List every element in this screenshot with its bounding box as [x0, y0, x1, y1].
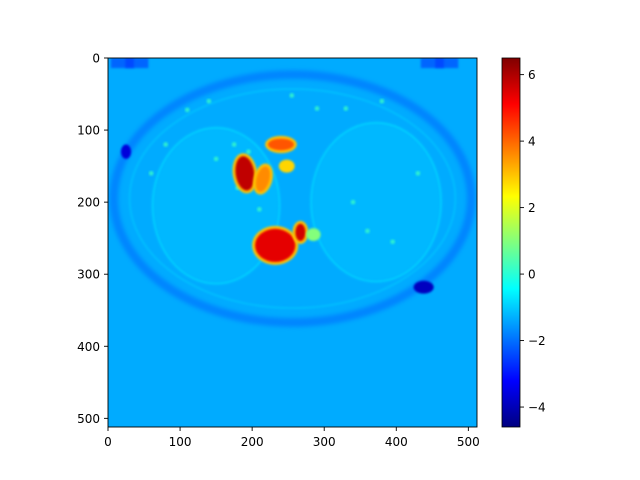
speck-4	[343, 106, 349, 111]
x-tick-label-500: 500	[457, 435, 480, 449]
axes-frame	[107, 57, 478, 428]
speck-3	[314, 106, 320, 111]
body-outline	[109, 70, 476, 327]
speck-9	[257, 207, 262, 212]
dark-spot-1	[413, 280, 434, 294]
top-speckle-1	[435, 58, 459, 69]
colorbar-tick-label-4: 4	[528, 135, 536, 149]
colorbar-tick-label--4: −4	[528, 401, 546, 415]
speck-16	[415, 171, 421, 176]
y-axis: 0 100 200 300 400 500	[77, 52, 108, 426]
colorbar-tick-label-6: 6	[528, 68, 536, 82]
speck-12	[365, 228, 370, 234]
colorbar-tick-label--2: −2	[528, 334, 546, 348]
speck-0	[184, 107, 190, 113]
heatmap-features	[109, 58, 476, 327]
x-tick-label-300: 300	[313, 435, 336, 449]
y-tick-label-0: 0	[92, 52, 100, 66]
speck-1	[206, 98, 212, 104]
colorbar-tick-label-0: 0	[528, 268, 536, 282]
speck-13	[390, 239, 395, 245]
speck-14	[148, 171, 154, 176]
x-tick-label-200: 200	[241, 435, 264, 449]
colorbar-axis: −4 −2 0 2 4 6	[520, 68, 546, 415]
speck-8	[213, 156, 219, 162]
speck-6	[231, 142, 237, 147]
speck-2	[289, 93, 295, 98]
lung-right	[311, 122, 441, 282]
y-tick-label-400: 400	[77, 340, 100, 354]
dark-spot-0	[120, 144, 132, 159]
speck-11	[350, 199, 356, 205]
colorbar-tick-label-2: 2	[528, 201, 536, 215]
small-upper-vessel	[281, 162, 292, 170]
speck-7	[246, 149, 251, 154]
top-speckle-3	[420, 58, 444, 69]
body-inner-contour	[128, 88, 457, 309]
colorbar	[501, 57, 521, 428]
x-axis: 0 100 200 300 400 500	[104, 427, 480, 449]
heatmap-image	[108, 58, 477, 427]
cardiac-blob-left	[235, 156, 255, 191]
lung-right-border	[310, 122, 442, 283]
top-speckle-0	[110, 58, 134, 69]
y-tick-label-500: 500	[77, 412, 100, 426]
speck-5	[379, 98, 385, 104]
aorta-blob	[255, 228, 296, 262]
upper-vessel	[267, 138, 294, 151]
speck-15	[163, 142, 168, 147]
cardiac-blob-center	[255, 166, 271, 192]
y-tick-label-300: 300	[77, 268, 100, 282]
x-tick-label-400: 400	[385, 435, 408, 449]
small-right-blob	[295, 223, 306, 242]
x-tick-label-100: 100	[169, 435, 192, 449]
top-speckle-2	[125, 58, 149, 69]
x-tick-label-0: 0	[104, 435, 112, 449]
side-green-blob	[306, 228, 321, 242]
y-tick-label-100: 100	[77, 124, 100, 138]
y-tick-label-200: 200	[77, 196, 100, 210]
lung-left-border	[151, 127, 281, 285]
